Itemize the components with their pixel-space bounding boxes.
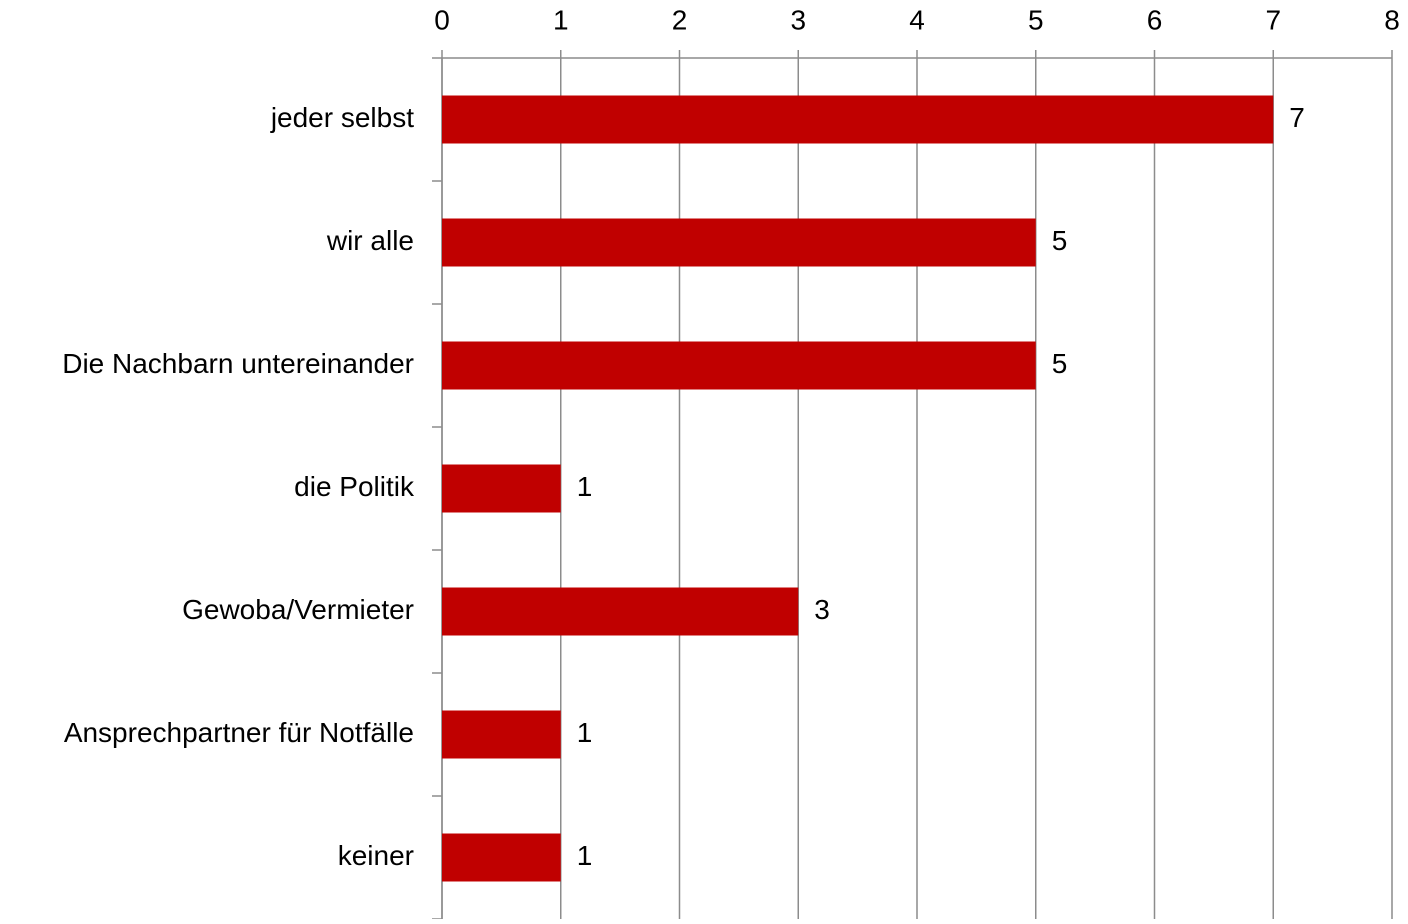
y-tick-label: die Politik (294, 471, 415, 502)
data-label: 1 (577, 471, 593, 502)
x-tick-label: 6 (1147, 4, 1163, 35)
x-tick-label: 5 (1028, 4, 1044, 35)
bar (442, 341, 1036, 390)
bar (442, 833, 561, 882)
x-tick-label: 4 (909, 4, 925, 35)
data-label: 7 (1289, 102, 1305, 133)
x-tick-label: 0 (434, 4, 450, 35)
y-tick-label: jeder selbst (270, 102, 414, 133)
y-tick-label: keiner (338, 840, 414, 871)
data-label: 1 (577, 840, 593, 871)
x-tick-label: 2 (672, 4, 688, 35)
x-tick-label: 7 (1265, 4, 1281, 35)
x-tick-label: 1 (553, 4, 569, 35)
bar (442, 95, 1274, 144)
data-label: 5 (1052, 225, 1068, 256)
y-tick-label: Die Nachbarn untereinander (62, 348, 414, 379)
y-tick-label: wir alle (326, 225, 414, 256)
y-tick-label: Gewoba/Vermieter (182, 594, 414, 625)
data-label: 1 (577, 717, 593, 748)
x-tick-label: 8 (1384, 4, 1400, 35)
data-label: 5 (1052, 348, 1068, 379)
bar (442, 587, 799, 636)
y-tick-label: Ansprechpartner für Notfälle (64, 717, 414, 748)
x-tick-label: 3 (790, 4, 806, 35)
data-label: 3 (814, 594, 830, 625)
bar (442, 464, 561, 513)
bar (442, 710, 561, 759)
bar (442, 218, 1036, 267)
